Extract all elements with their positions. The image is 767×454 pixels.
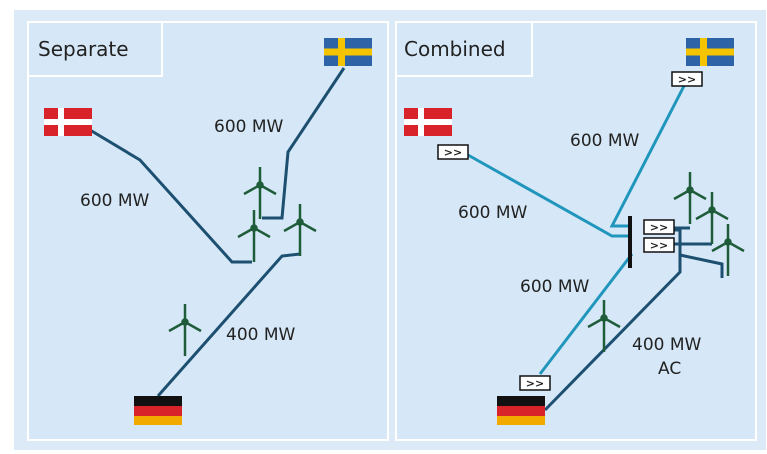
converter-label: >> [444, 146, 462, 159]
converter-label: >> [526, 377, 544, 390]
flag-germany [134, 396, 182, 425]
flag-sweden [686, 38, 734, 66]
flag-denmark [404, 108, 452, 136]
cable-label: 600 MW [570, 131, 640, 151]
cables [467, 85, 724, 412]
cable-label: 600 MW [458, 203, 528, 223]
converter-label: >> [650, 221, 668, 234]
cable-label: 600 MW [214, 117, 284, 137]
title-box [27, 21, 163, 77]
title-box [395, 21, 533, 77]
flag-germany [497, 396, 545, 425]
cables [89, 67, 346, 397]
converter-label: >> [650, 239, 668, 252]
converter-label: >> [678, 73, 696, 86]
cable-label: AC [658, 359, 681, 379]
panel-title: Combined [404, 37, 506, 61]
cable-label: 400 MW [632, 335, 702, 355]
panel-title: Separate [38, 37, 129, 61]
flag-denmark [44, 108, 92, 136]
cable-label: 400 MW [226, 325, 296, 345]
cable-label: 600 MW [520, 277, 590, 297]
converters: >> >> >> >> >> [437, 71, 703, 391]
panel [395, 21, 757, 441]
cable-label: 600 MW [80, 191, 150, 211]
flag-sweden [324, 38, 372, 66]
